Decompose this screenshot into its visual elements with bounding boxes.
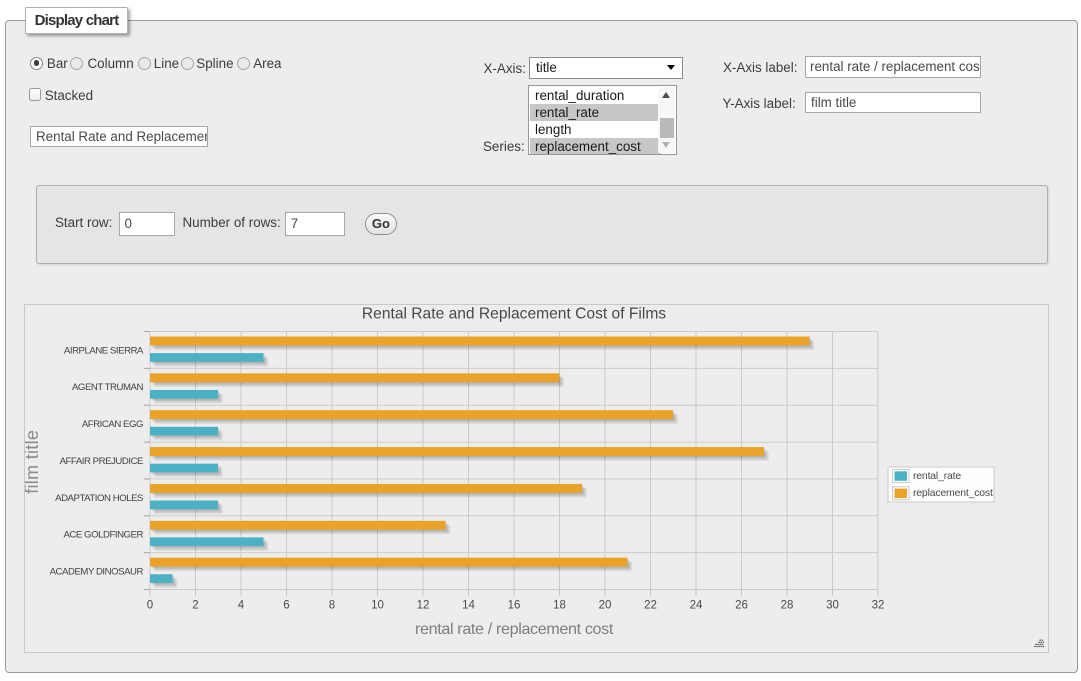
svg-text:4: 4 bbox=[238, 600, 245, 612]
svg-text:ADAPTATION HOLES: ADAPTATION HOLES bbox=[55, 493, 143, 504]
svg-text:26: 26 bbox=[735, 600, 748, 612]
svg-text:30: 30 bbox=[826, 600, 839, 612]
svg-text:6: 6 bbox=[283, 600, 289, 612]
svg-text:ACE GOLDFINGER: ACE GOLDFINGER bbox=[63, 530, 143, 541]
svg-text:28: 28 bbox=[781, 600, 794, 612]
svg-text:14: 14 bbox=[462, 600, 475, 612]
svg-text:replacement_cost: replacement_cost bbox=[913, 487, 993, 499]
svg-text:AGENT TRUMAN: AGENT TRUMAN bbox=[72, 382, 144, 393]
svg-text:2: 2 bbox=[192, 600, 198, 612]
svg-text:8: 8 bbox=[329, 600, 335, 612]
svg-text:16: 16 bbox=[508, 600, 521, 612]
svg-text:18: 18 bbox=[553, 600, 566, 612]
svg-text:0: 0 bbox=[147, 600, 153, 612]
svg-text:AIRPLANE SIERRA: AIRPLANE SIERRA bbox=[64, 345, 144, 356]
svg-text:24: 24 bbox=[690, 600, 703, 612]
svg-text:rental rate / replacement cost: rental rate / replacement cost bbox=[415, 620, 614, 638]
svg-text:AFFAIR PREJUDICE: AFFAIR PREJUDICE bbox=[60, 456, 143, 467]
svg-text:12: 12 bbox=[417, 600, 430, 612]
svg-text:Rental Rate and Replacement Co: Rental Rate and Replacement Cost of Film… bbox=[362, 305, 666, 322]
svg-text:22: 22 bbox=[644, 600, 657, 612]
svg-text:32: 32 bbox=[872, 600, 885, 612]
svg-text:rental_rate: rental_rate bbox=[913, 470, 961, 482]
svg-text:film title: film title bbox=[25, 430, 42, 494]
svg-text:ACADEMY DINOSAUR: ACADEMY DINOSAUR bbox=[50, 567, 144, 578]
svg-text:10: 10 bbox=[371, 600, 384, 612]
svg-text:AFRICAN EGG: AFRICAN EGG bbox=[82, 419, 143, 430]
svg-text:20: 20 bbox=[599, 600, 612, 612]
